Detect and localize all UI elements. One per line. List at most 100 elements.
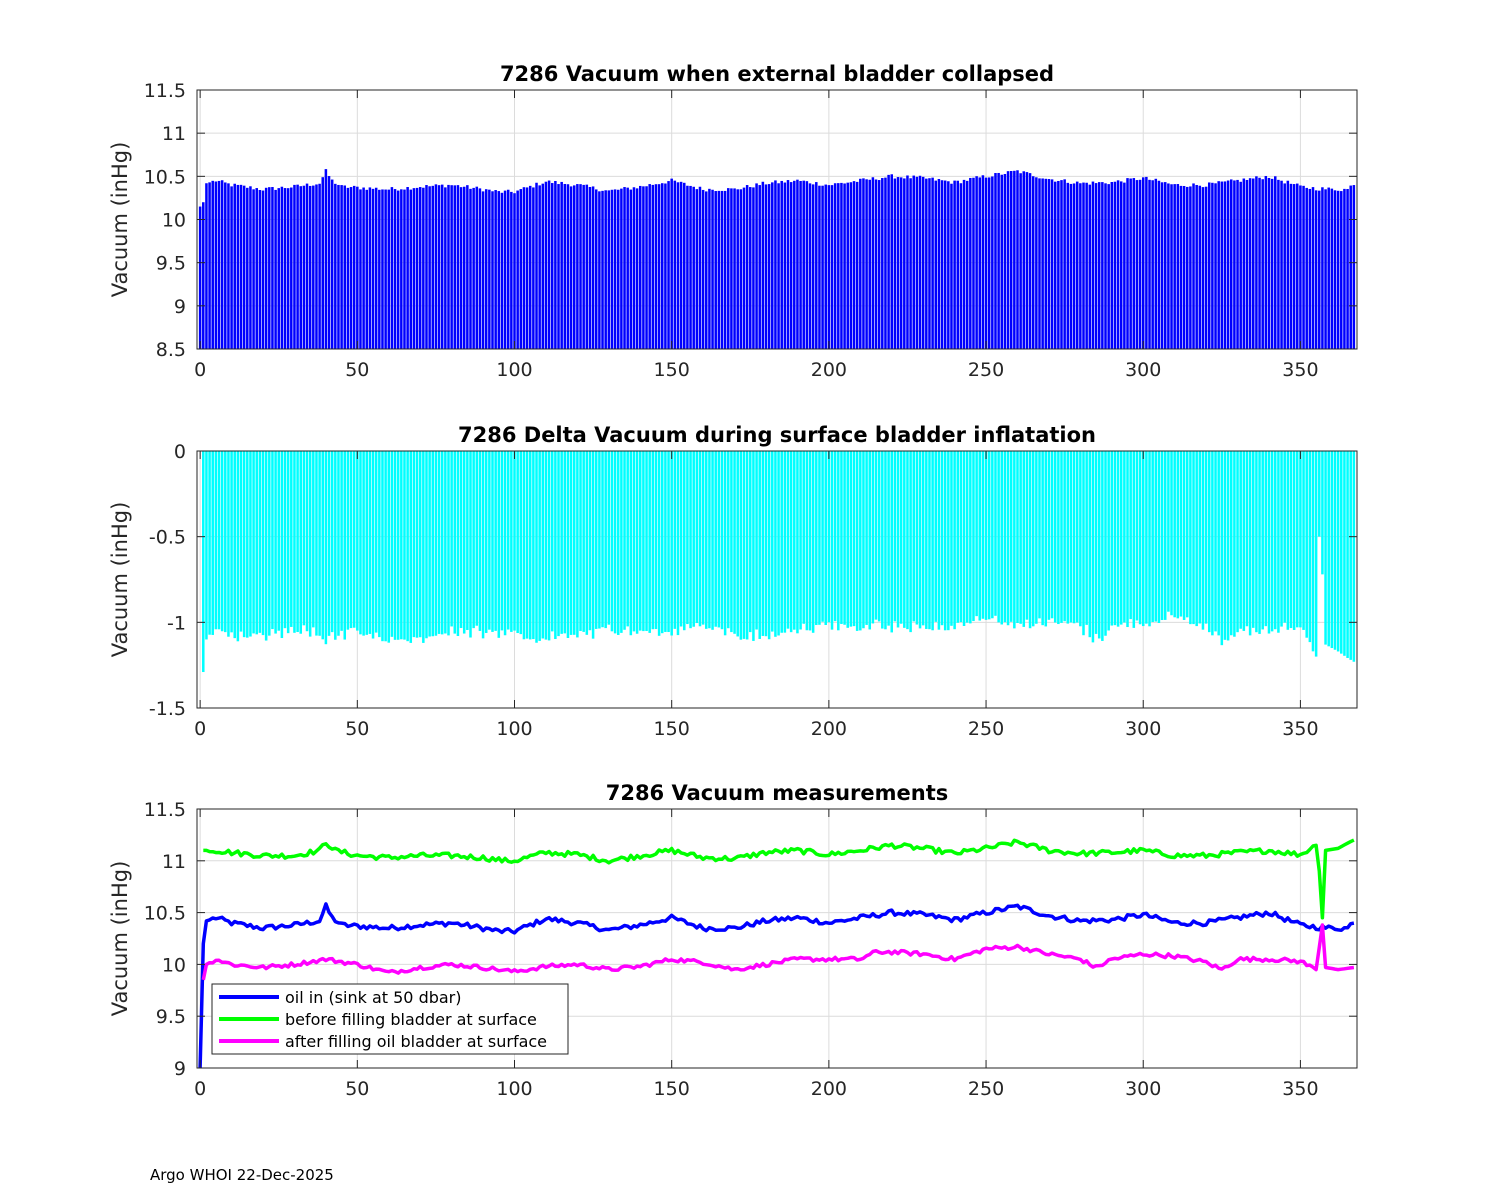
bar [510,451,513,632]
bar [220,180,224,349]
bar [925,178,928,349]
bar [887,451,890,626]
bar [1035,177,1038,349]
bar [1340,451,1343,654]
bar [818,185,821,349]
bar [852,181,856,349]
bar [293,184,296,349]
bar [510,191,513,349]
bar [1031,451,1035,627]
bar [698,186,702,349]
bar [566,184,570,349]
bar [635,188,639,349]
bar [937,451,941,630]
bar [456,451,460,637]
bar [547,180,551,349]
bar [1214,183,1217,349]
bar [1289,451,1293,629]
bar [1302,451,1305,630]
bar [934,180,938,349]
bar [230,186,233,349]
bar [1299,451,1302,628]
bar [786,451,790,629]
bar [1299,185,1302,349]
bar [758,451,761,639]
bar [616,451,620,635]
bar [808,183,812,349]
bar [962,179,966,349]
bar [334,183,337,349]
bar [884,177,887,349]
bar [840,182,843,349]
bar [736,189,739,349]
bar [1195,451,1198,627]
bar [604,190,607,349]
bar [522,187,526,349]
bar [582,451,585,632]
bar [1097,182,1101,349]
bar [893,178,897,349]
bar [635,451,639,634]
bar [956,180,960,349]
bar [1107,184,1110,349]
bar [645,186,648,349]
bar [745,185,749,349]
bar [918,175,922,349]
bar [921,451,925,626]
bar [500,192,504,349]
bar [865,179,868,349]
y-tick-label: 9 [174,1058,186,1080]
bar [959,451,963,623]
bar [330,451,334,633]
bar [626,187,629,349]
bar [972,451,975,622]
bar [239,184,243,349]
bar [670,178,673,349]
bar [789,451,793,633]
bar [488,189,491,349]
bar [1292,451,1296,630]
x-tick-label: 150 [654,1078,690,1100]
bar [805,451,809,631]
bar [1079,451,1082,627]
bar [378,189,381,349]
bar [799,180,802,349]
bar [1296,451,1299,628]
x-tick-label: 50 [345,359,369,381]
bar [293,451,296,633]
bar [538,185,541,349]
bar [286,188,290,349]
bar [582,184,585,349]
bar [312,451,315,628]
bar [415,451,419,638]
axes-frame [196,808,1358,1069]
bar [1349,185,1352,349]
bar [274,189,277,349]
bar [890,451,893,633]
bar [679,181,683,349]
bar [906,175,909,349]
bar [566,451,570,639]
bar [1258,451,1261,634]
bar [695,189,699,349]
bar [811,451,815,633]
bar [1346,451,1349,658]
bar [1044,178,1048,349]
x-tick-label: 250 [968,359,1004,381]
bar [528,185,532,349]
bar [198,206,202,349]
bar [849,451,853,627]
bar [855,181,859,349]
bar [887,174,890,349]
bar [1157,451,1161,623]
bar [205,451,208,640]
bar [1145,176,1148,349]
bar [1167,183,1170,349]
bar [1314,190,1318,349]
bar [406,187,409,349]
bar [893,451,897,622]
bar [903,451,906,628]
bar [912,451,916,622]
bar [1217,181,1220,349]
bar [852,451,856,627]
